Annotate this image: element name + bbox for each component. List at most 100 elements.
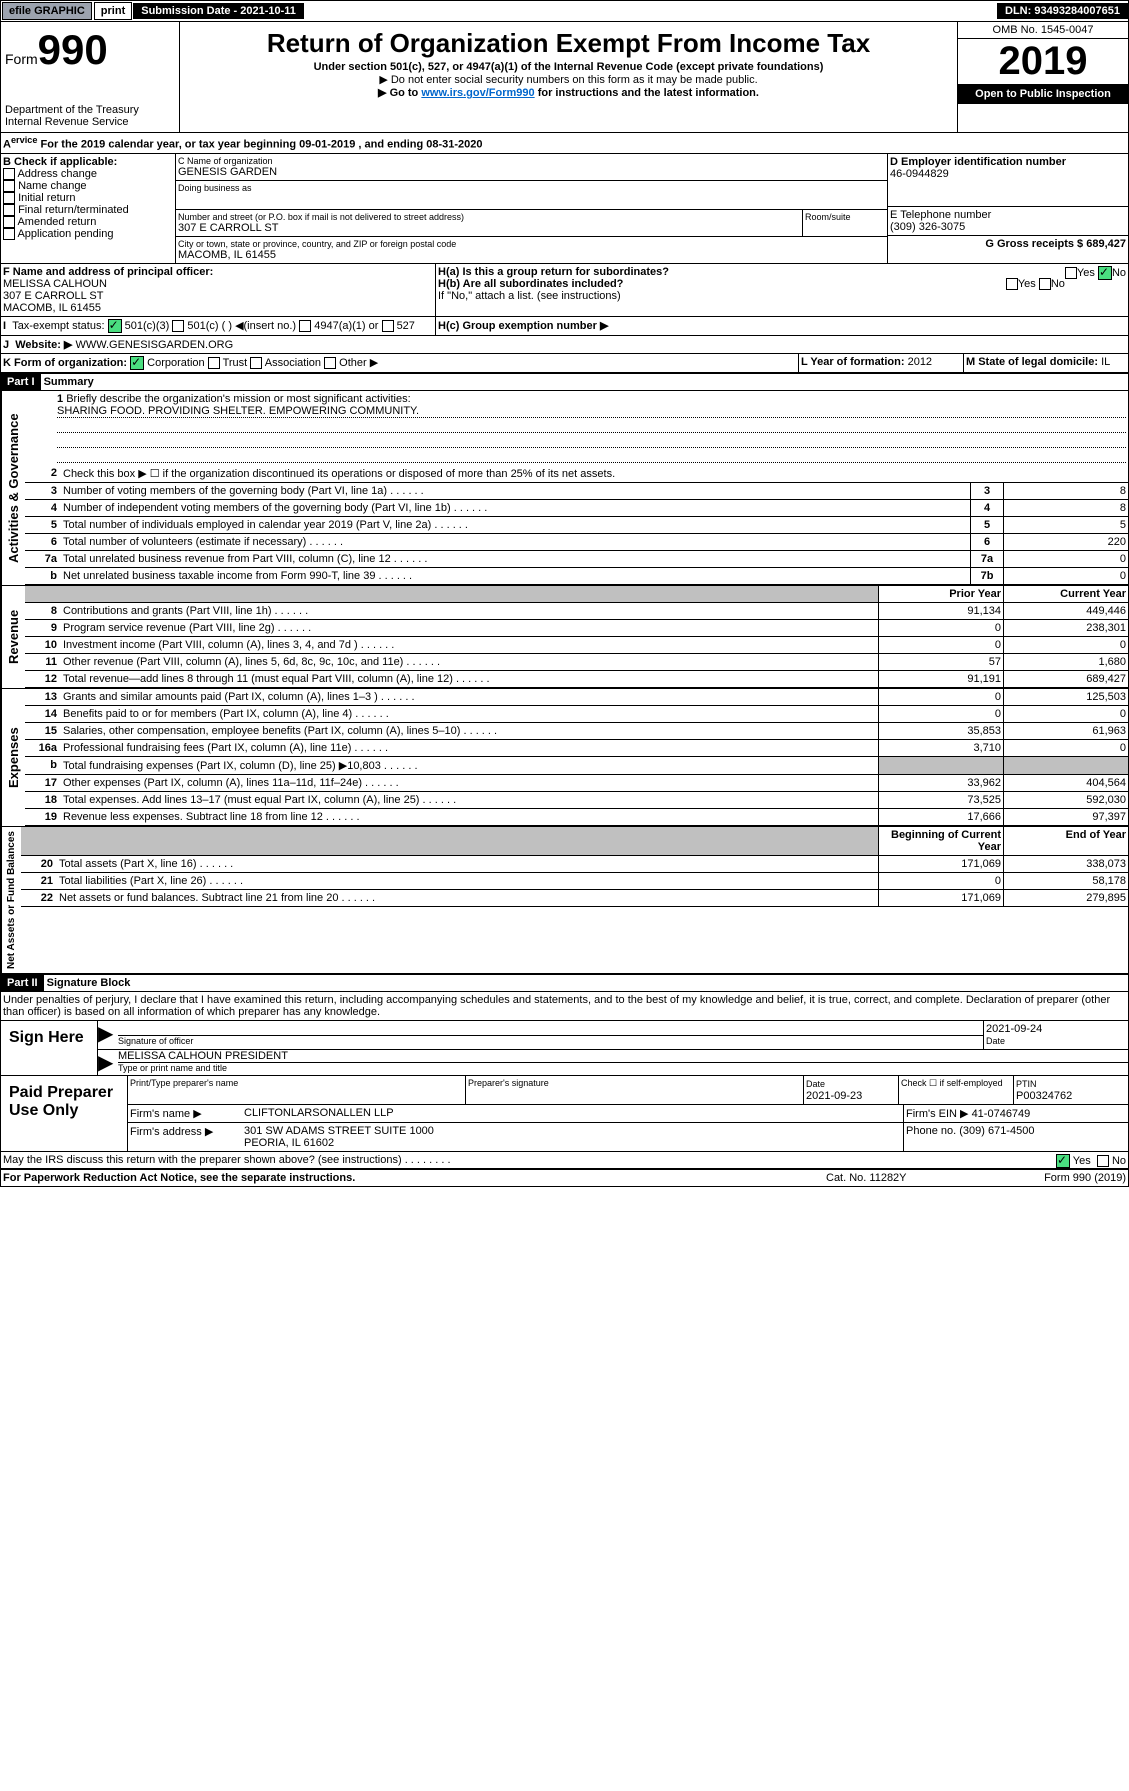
sig-name: MELISSA CALHOUN PRESIDENT: [118, 1050, 1128, 1063]
city-label: City or town, state or province, country…: [178, 239, 885, 249]
line-12: 12Total revenue—add lines 8 through 11 (…: [25, 671, 1128, 688]
ein: 46-0944829: [890, 168, 1126, 180]
org-addr: 307 E CARROLL ST: [178, 222, 800, 234]
form-footer: Form 990 (2019): [986, 1172, 1126, 1184]
current-hdr: Current Year: [1003, 586, 1128, 602]
chk-final[interactable]: Final return/terminated: [3, 204, 173, 216]
cat-no: Cat. No. 11282Y: [826, 1172, 986, 1184]
note2: ▶ Go to www.irs.gov/Form990 for instruct…: [184, 86, 953, 99]
part2-title: Signature Block: [47, 977, 131, 989]
sig-label: Signature of officer: [118, 1036, 983, 1046]
pra-notice: For Paperwork Reduction Act Notice, see …: [3, 1172, 826, 1184]
line-9: 9Program service revenue (Part VIII, lin…: [25, 620, 1128, 637]
line-10: 10Investment income (Part VIII, column (…: [25, 637, 1128, 654]
topbar: efile GRAPHIC print Submission Date - 20…: [0, 0, 1129, 22]
chk-amended[interactable]: Amended return: [3, 216, 173, 228]
firm-addr: 301 SW ADAMS STREET SUITE 1000: [244, 1125, 434, 1137]
line-b: bTotal fundraising expenses (Part IX, co…: [25, 757, 1128, 775]
d-label: D Employer identification number: [890, 156, 1126, 168]
note1: ▶ Do not enter social security numbers o…: [184, 73, 953, 86]
chk-pending[interactable]: Application pending: [3, 228, 173, 240]
chk-4947[interactable]: [299, 320, 311, 332]
prep-date: 2021-09-23: [806, 1090, 862, 1102]
firm-name: CLIFTONLARSONALLEN LLP: [242, 1105, 904, 1122]
line-19: 19Revenue less expenses. Subtract line 1…: [25, 809, 1128, 826]
end-hdr: End of Year: [1003, 827, 1128, 855]
c-name-label: C Name of organization: [178, 156, 885, 166]
room-label: Room/suite: [803, 210, 887, 236]
chk-trust[interactable]: [208, 357, 220, 369]
h-a: H(a) Is this a group return for subordin…: [438, 266, 1126, 278]
chk-501c[interactable]: [172, 320, 184, 332]
print-btn[interactable]: print: [94, 2, 132, 20]
chk-other[interactable]: [324, 357, 336, 369]
line-3: 3Number of voting members of the governi…: [25, 483, 1128, 500]
line-20: 20Total assets (Part X, line 16) . . . .…: [21, 856, 1128, 873]
f-label: F Name and address of principal officer:: [3, 266, 433, 278]
sig-date: 2021-09-24: [986, 1023, 1042, 1035]
line-13: 13Grants and similar amounts paid (Part …: [25, 689, 1128, 706]
subtitle: Under section 501(c), 527, or 4947(a)(1)…: [184, 61, 953, 73]
line-18: 18Total expenses. Add lines 13–17 (must …: [25, 792, 1128, 809]
prior-hdr: Prior Year: [878, 586, 1003, 602]
vlabel-rev: Revenue: [1, 586, 25, 688]
paid-preparer: Paid Preparer Use Only: [1, 1076, 128, 1151]
line-6: 6Total number of volunteers (estimate if…: [25, 534, 1128, 551]
vlabel-na: Net Assets or Fund Balances: [1, 827, 21, 973]
domicile: IL: [1101, 356, 1110, 368]
submission-date: Submission Date - 2021-10-11: [133, 3, 304, 19]
sign-here: Sign Here: [1, 1021, 98, 1075]
line-11: 11Other revenue (Part VIII, column (A), …: [25, 654, 1128, 671]
firm-ein: 41-0746749: [972, 1108, 1031, 1120]
chk-initial[interactable]: Initial return: [3, 192, 173, 204]
e-label: E Telephone number: [890, 209, 1126, 221]
i-label: Tax-exempt status:: [12, 320, 104, 332]
efile-btn[interactable]: efile GRAPHIC: [2, 2, 92, 20]
line-7a: 7aTotal unrelated business revenue from …: [25, 551, 1128, 568]
j-label: Website: ▶: [15, 339, 72, 351]
irs-link[interactable]: www.irs.gov/Form990: [421, 87, 534, 99]
period-a: Aervice For the 2019 calendar year, or t…: [1, 133, 1128, 154]
form-label: Form990: [5, 26, 175, 74]
line-14: 14Benefits paid to or for members (Part …: [25, 706, 1128, 723]
phone: (309) 326-3075: [890, 221, 1126, 233]
omb: OMB No. 1545-0047: [958, 22, 1128, 39]
part1-title: Summary: [44, 376, 94, 388]
line-b: bNet unrelated business taxable income f…: [25, 568, 1128, 585]
line1-txt: Briefly describe the organization's miss…: [66, 393, 410, 405]
dept: Department of the Treasury Internal Reve…: [5, 104, 175, 128]
line-15: 15Salaries, other compensation, employee…: [25, 723, 1128, 740]
h-b: H(b) Are all subordinates included? Yes …: [438, 278, 1126, 290]
line-22: 22Net assets or fund balances. Subtract …: [21, 890, 1128, 907]
k-label: K Form of organization:: [3, 357, 127, 369]
chk-discuss-no[interactable]: [1097, 1155, 1109, 1167]
chk-address[interactable]: Address change: [3, 168, 173, 180]
line2: Check this box ▶ ☐ if the organization d…: [61, 465, 1128, 482]
ptin: P00324762: [1016, 1090, 1072, 1102]
chk-name[interactable]: Name change: [3, 180, 173, 192]
part2-label: Part II: [1, 975, 44, 991]
chk-527[interactable]: [382, 320, 394, 332]
form-title: Return of Organization Exempt From Incom…: [184, 28, 953, 59]
line-5: 5Total number of individuals employed in…: [25, 517, 1128, 534]
officer-city: MACOMB, IL 61455: [3, 302, 433, 314]
inspection: Open to Public Inspection: [958, 84, 1128, 104]
tax-year: 2019: [958, 39, 1128, 84]
officer-name: MELISSA CALHOUN: [3, 278, 433, 290]
h-note: If "No," attach a list. (see instruction…: [438, 290, 1126, 302]
declaration: Under penalties of perjury, I declare th…: [1, 992, 1128, 1021]
chk-assoc[interactable]: [250, 357, 262, 369]
chk-discuss-yes[interactable]: [1056, 1154, 1070, 1168]
g-label: G Gross receipts $ 689,427: [985, 238, 1126, 250]
addr-label: Number and street (or P.O. box if mail i…: [178, 212, 800, 222]
chk-501c3[interactable]: [108, 319, 122, 333]
org-name: GENESIS GARDEN: [178, 166, 885, 178]
year-formed: 2012: [908, 356, 932, 368]
chk-corp[interactable]: [130, 356, 144, 370]
firm-phone: (309) 671-4500: [959, 1125, 1034, 1137]
beg-hdr: Beginning of Current Year: [878, 827, 1003, 855]
line-4: 4Number of independent voting members of…: [25, 500, 1128, 517]
line-17: 17Other expenses (Part IX, column (A), l…: [25, 775, 1128, 792]
vlabel-ag: Activities & Governance: [1, 391, 25, 585]
line-8: 8Contributions and grants (Part VIII, li…: [25, 603, 1128, 620]
